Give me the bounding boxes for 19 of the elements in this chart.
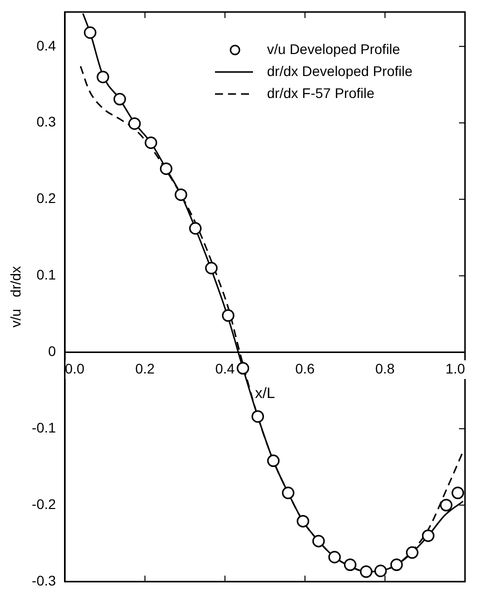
x-axis-title: x/L <box>254 385 275 402</box>
y-tick-label: 0.4 <box>36 37 56 54</box>
y-tick-label: -0.3 <box>32 572 56 588</box>
x-tick-label: 0.0 <box>64 360 85 376</box>
y-tick-label: 0.1 <box>36 266 56 283</box>
y-tick-label: 0.2 <box>36 190 56 206</box>
y-tick-label: 0 <box>48 343 56 360</box>
y-tick-label: -0.2 <box>32 496 56 512</box>
y-tick-label: 0.3 <box>36 114 56 130</box>
legend-label: dr/dx Developed Profile <box>267 62 413 79</box>
x-tick-label: 0.4 <box>215 360 235 376</box>
y-tick-label: -0.1 <box>32 420 56 436</box>
legend-label: v/u Developed Profile <box>267 40 400 57</box>
x-tick-label: 0.2 <box>135 360 155 376</box>
y-axis-title: v/u dr/dx <box>7 266 24 328</box>
legend-label: dr/dx F-57 Profile <box>267 84 375 101</box>
x-tick-label: 1.0 <box>446 360 466 376</box>
x-tick-label: 0.8 <box>375 360 395 376</box>
x-tick-label: 0.6 <box>295 360 315 376</box>
